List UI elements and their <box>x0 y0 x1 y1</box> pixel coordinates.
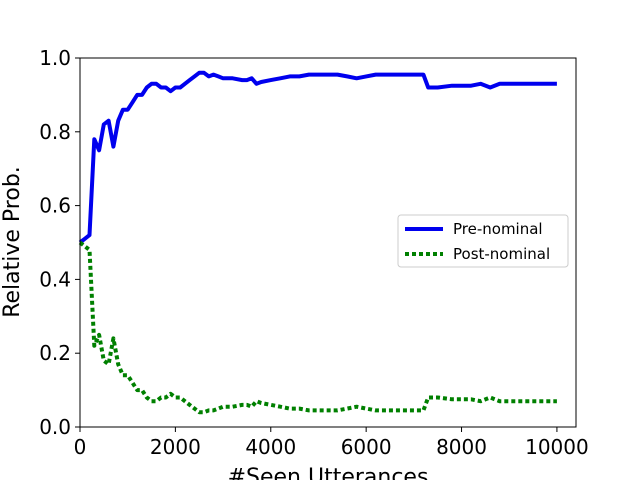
legend: Pre-nominal Post-nominal <box>397 214 569 268</box>
y-tick-label: 0.2 <box>39 341 71 365</box>
x-tick-label: 6000 <box>341 435 392 459</box>
legend-label-post-nominal: Post-nominal <box>453 245 550 263</box>
legend-label-pre-nominal: Pre-nominal <box>453 220 543 238</box>
x-axis-label: #Seen Utterances <box>228 465 429 480</box>
plot-lines <box>78 70 557 415</box>
y-tick-label: 0.0 <box>39 415 71 439</box>
x-tick-label: 2000 <box>150 435 201 459</box>
x-tick-label: 8000 <box>436 435 487 459</box>
y-tick-label: 1.0 <box>39 46 71 70</box>
x-tick-label: 10000 <box>525 435 589 459</box>
y-tick-label: 0.6 <box>39 194 71 218</box>
series-line-post-nominal <box>78 240 557 415</box>
x-axis: 0 2000 4000 6000 8000 10000 <box>74 427 589 459</box>
y-tick-label: 0.8 <box>39 120 71 144</box>
y-tick-label: 0.4 <box>39 267 71 291</box>
y-axis: 0.0 0.2 0.4 0.6 0.8 1.0 <box>39 46 80 439</box>
y-axis-label: Relative Prob. <box>0 166 25 318</box>
x-tick-label: 0 <box>74 435 87 459</box>
x-tick-label: 4000 <box>245 435 296 459</box>
series-line-pre-nominal <box>78 70 557 245</box>
plot-frame <box>79 57 577 428</box>
